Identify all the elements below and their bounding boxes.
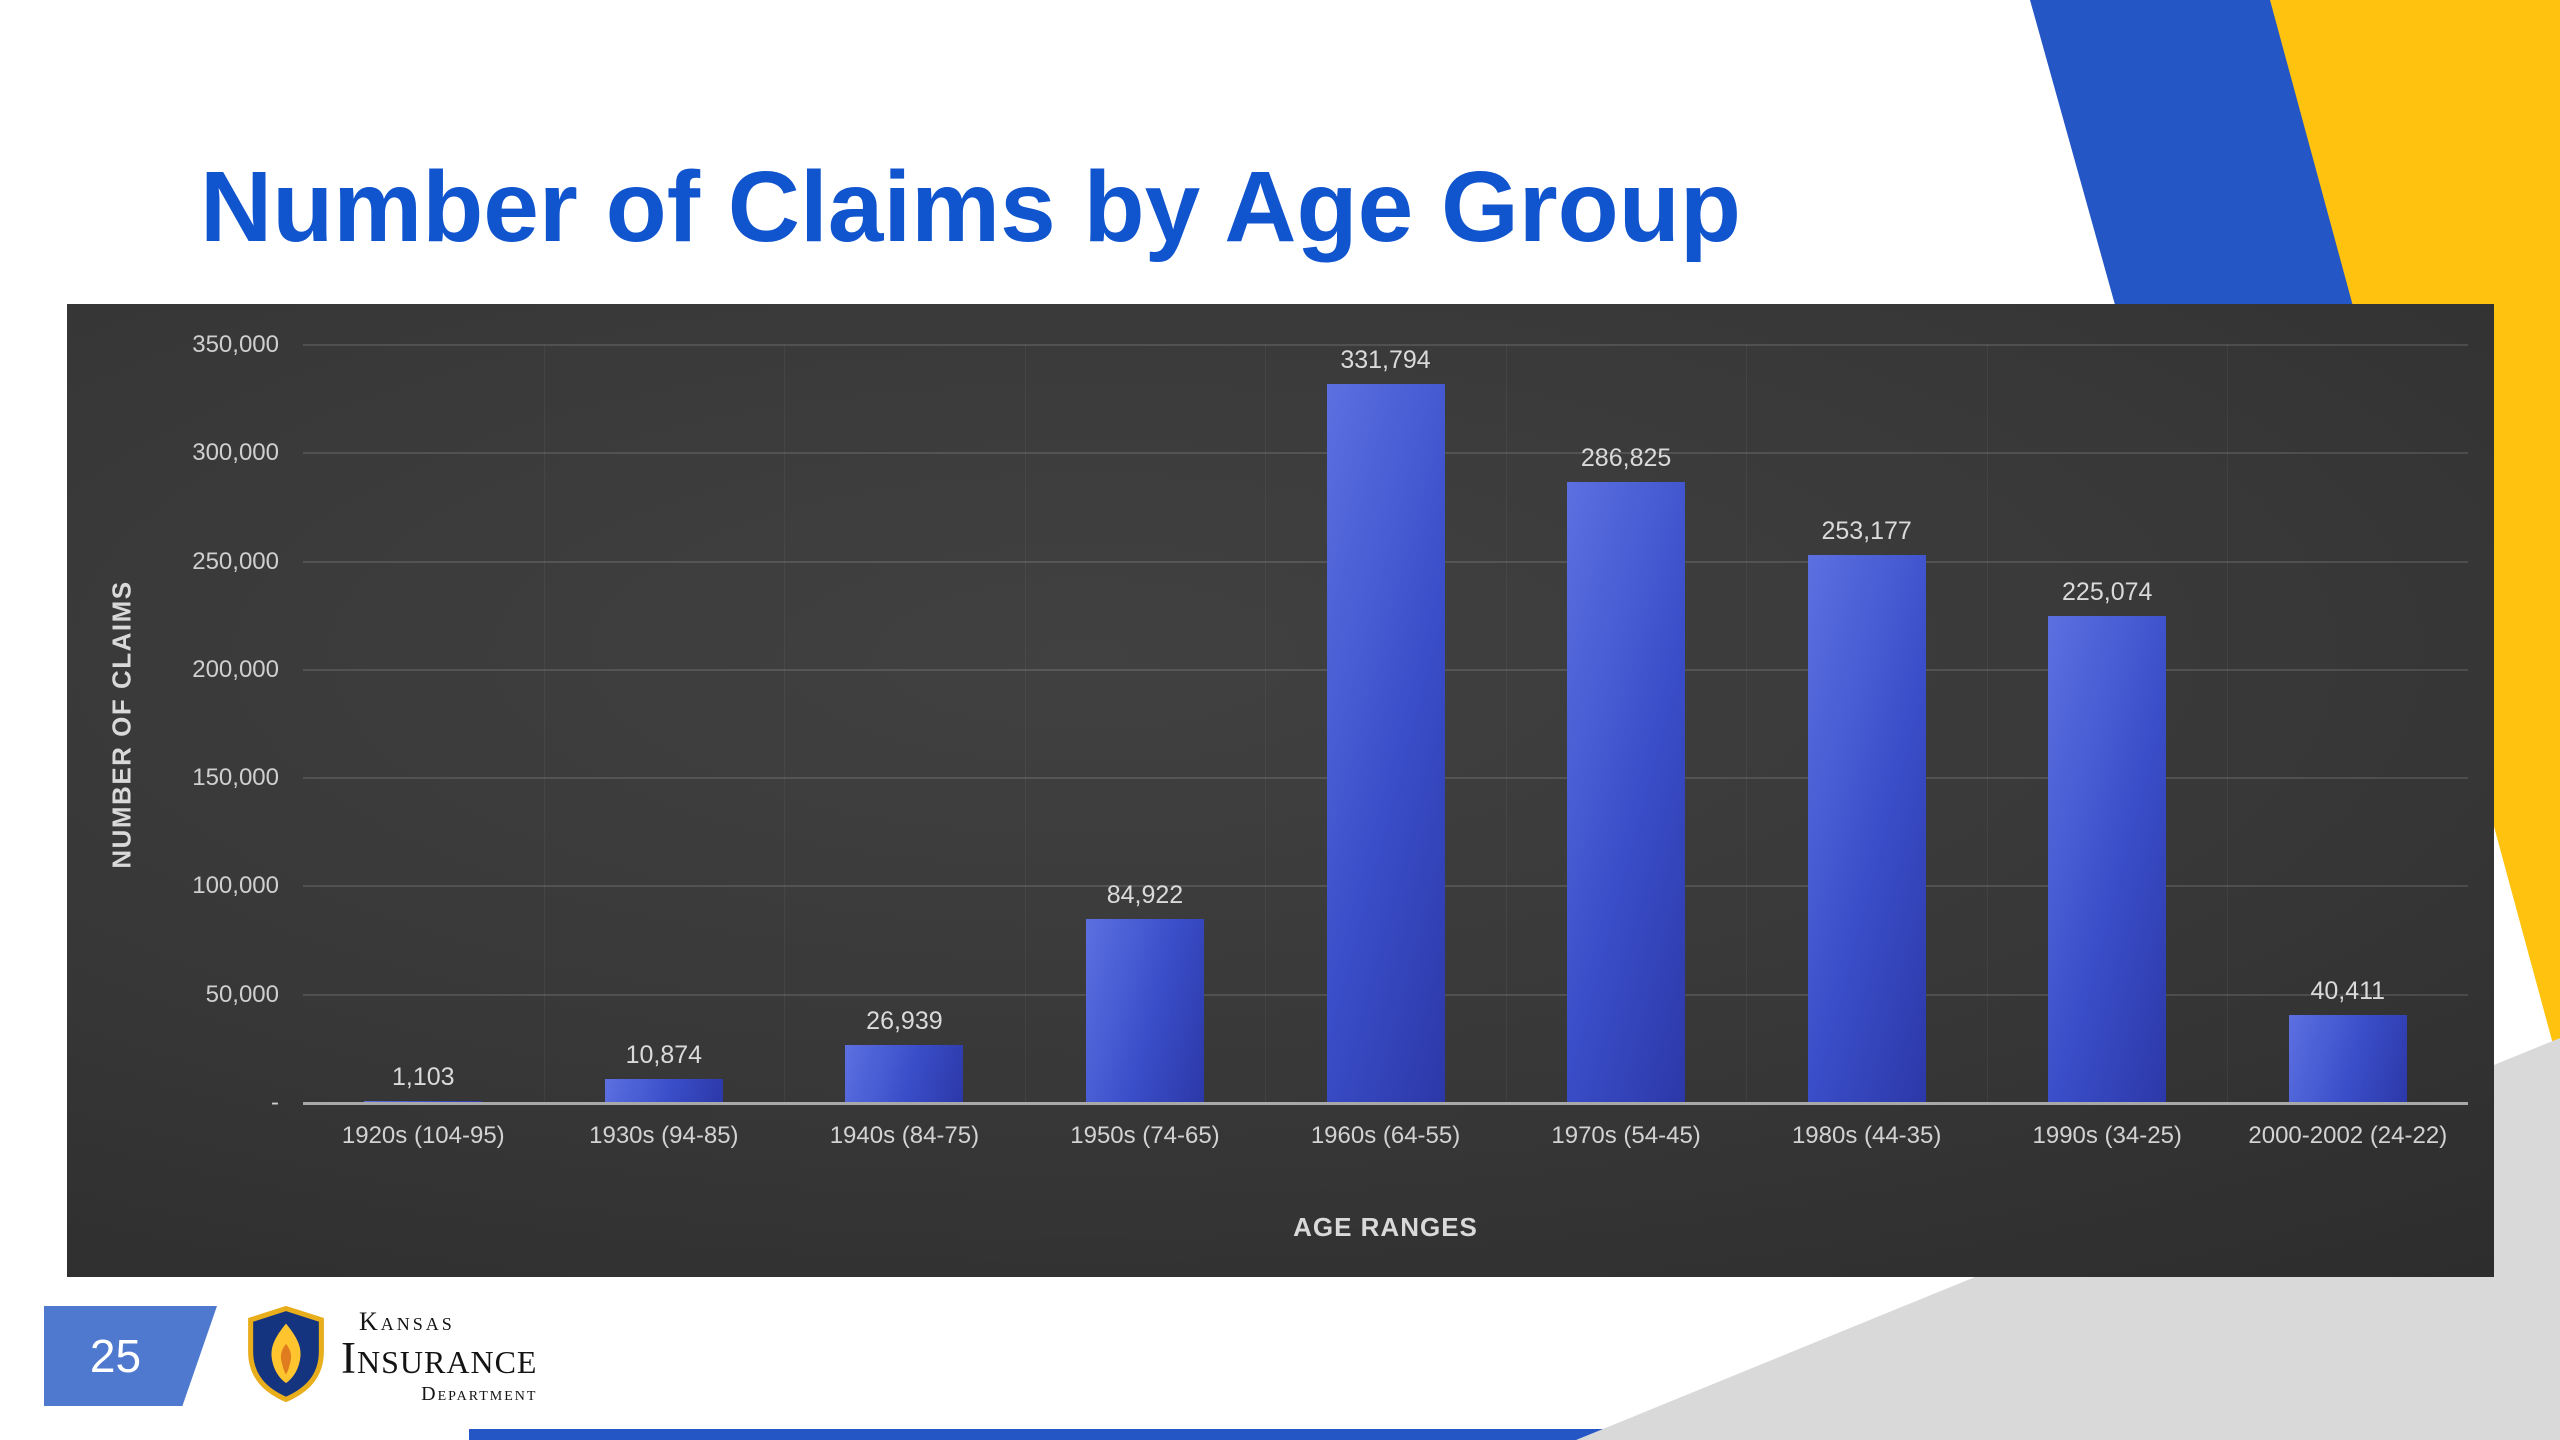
bar	[1326, 384, 1445, 1103]
bar-value-label: 225,074	[2062, 577, 2153, 606]
page-number: 25	[89, 1330, 142, 1382]
bar-slot: 1,103	[303, 345, 544, 1103]
x-tick-label: 1990s (34-25)	[2032, 1122, 2182, 1149]
bar	[2288, 1015, 2407, 1103]
bar-slot: 40,411	[2228, 345, 2469, 1103]
bar-value-label: 253,177	[1821, 516, 1912, 545]
x-axis-line	[303, 1102, 2468, 1105]
y-tick-label: 150,000	[192, 764, 279, 792]
logo-text: Kansas Insurance Department	[341, 1307, 538, 1405]
bar	[1085, 919, 1204, 1103]
bar-value-label: 1,103	[392, 1062, 455, 1091]
vertical-gridline	[1986, 345, 1988, 1103]
vertical-gridline	[1265, 345, 1267, 1103]
x-tick-label: 1980s (44-35)	[1791, 1122, 1942, 1149]
slide-title: Number of Claims by Age Group	[200, 151, 1741, 263]
y-tick-label: -	[271, 1089, 279, 1116]
page-number-tab: 25	[44, 1306, 217, 1406]
bars-row: 1,103 10,874 26,939 84,922 331,794 286,825 253…	[303, 345, 2468, 1103]
vertical-gridline	[1024, 345, 1026, 1103]
x-tick-label: 1960s (64-55)	[1310, 1122, 1461, 1149]
vertical-gridline	[543, 345, 545, 1103]
bar-slot: 26,939	[784, 345, 1025, 1103]
x-axis-labels: 1920s (104-95) 1930s (94-85) 1940s (84-75)…	[303, 1120, 2468, 1151]
bar-value-label: 84,922	[1106, 881, 1184, 910]
vertical-gridline	[2227, 345, 2229, 1103]
footer-accent-strip-blue	[469, 1429, 1613, 1440]
logo-line-insurance: Insurance	[341, 1333, 538, 1384]
x-tick-label: 1930s (94-85)	[589, 1122, 739, 1149]
bar	[1807, 554, 1926, 1103]
x-axis-title: AGE RANGES	[1293, 1212, 1478, 1242]
y-tick-label: 350,000	[192, 331, 279, 358]
x-tick-label: 1920s (104-95)	[341, 1122, 505, 1149]
bar	[604, 1079, 723, 1103]
y-tick-label: 300,000	[192, 439, 279, 467]
bar-slot: 331,794	[1265, 345, 1506, 1103]
x-tick-label: 2000-2002 (24-22)	[2248, 1122, 2448, 1149]
bar	[1567, 481, 1686, 1103]
vertical-gridline	[1746, 345, 1748, 1103]
gridline	[303, 344, 2468, 346]
x-tick-label: 1970s (54-45)	[1551, 1122, 1701, 1149]
bar-slot: 286,825	[1506, 345, 1747, 1103]
bar-slot: 10,874	[544, 345, 785, 1103]
plot-area: 1,103 10,874 26,939 84,922 331,794 286,825 253…	[303, 344, 2468, 1105]
y-tick-label: 50,000	[205, 980, 279, 1008]
bar-slot: 253,177	[1746, 345, 1987, 1103]
bar-value-label: 40,411	[2310, 977, 2386, 1006]
x-tick-label: 1950s (74-65)	[1070, 1122, 1220, 1149]
chart-panel: NUMBER OF CLAIMS 350,000 300,000 250,000 20…	[67, 304, 2494, 1277]
bar-value-label: 10,874	[625, 1041, 703, 1070]
y-tick-label: 200,000	[192, 655, 279, 683]
vertical-gridline	[784, 345, 786, 1103]
y-tick-label: 250,000	[192, 547, 279, 575]
logo-line-department: Department	[421, 1382, 538, 1405]
shield-icon	[245, 1305, 327, 1407]
bar-value-label: 26,939	[866, 1006, 943, 1035]
bar-value-label: 331,794	[1340, 346, 1431, 375]
bar	[2048, 615, 2167, 1103]
bar-value-label: 286,825	[1580, 443, 1672, 472]
logo-line-kansas: Kansas	[359, 1307, 455, 1337]
bar	[845, 1044, 964, 1103]
vertical-gridline	[1505, 345, 1507, 1103]
bar-slot: 225,074	[1987, 345, 2228, 1103]
bar	[364, 1100, 483, 1103]
bar-slot: 84,922	[1025, 345, 1266, 1103]
x-tick-label: 1940s (84-75)	[829, 1122, 980, 1149]
kansas-insurance-logo: Kansas Insurance Department	[245, 1305, 538, 1407]
y-axis: 350,000 300,000 250,000 200,000 150,000 100,0…	[67, 331, 279, 1116]
y-tick-label: 100,000	[192, 872, 279, 900]
